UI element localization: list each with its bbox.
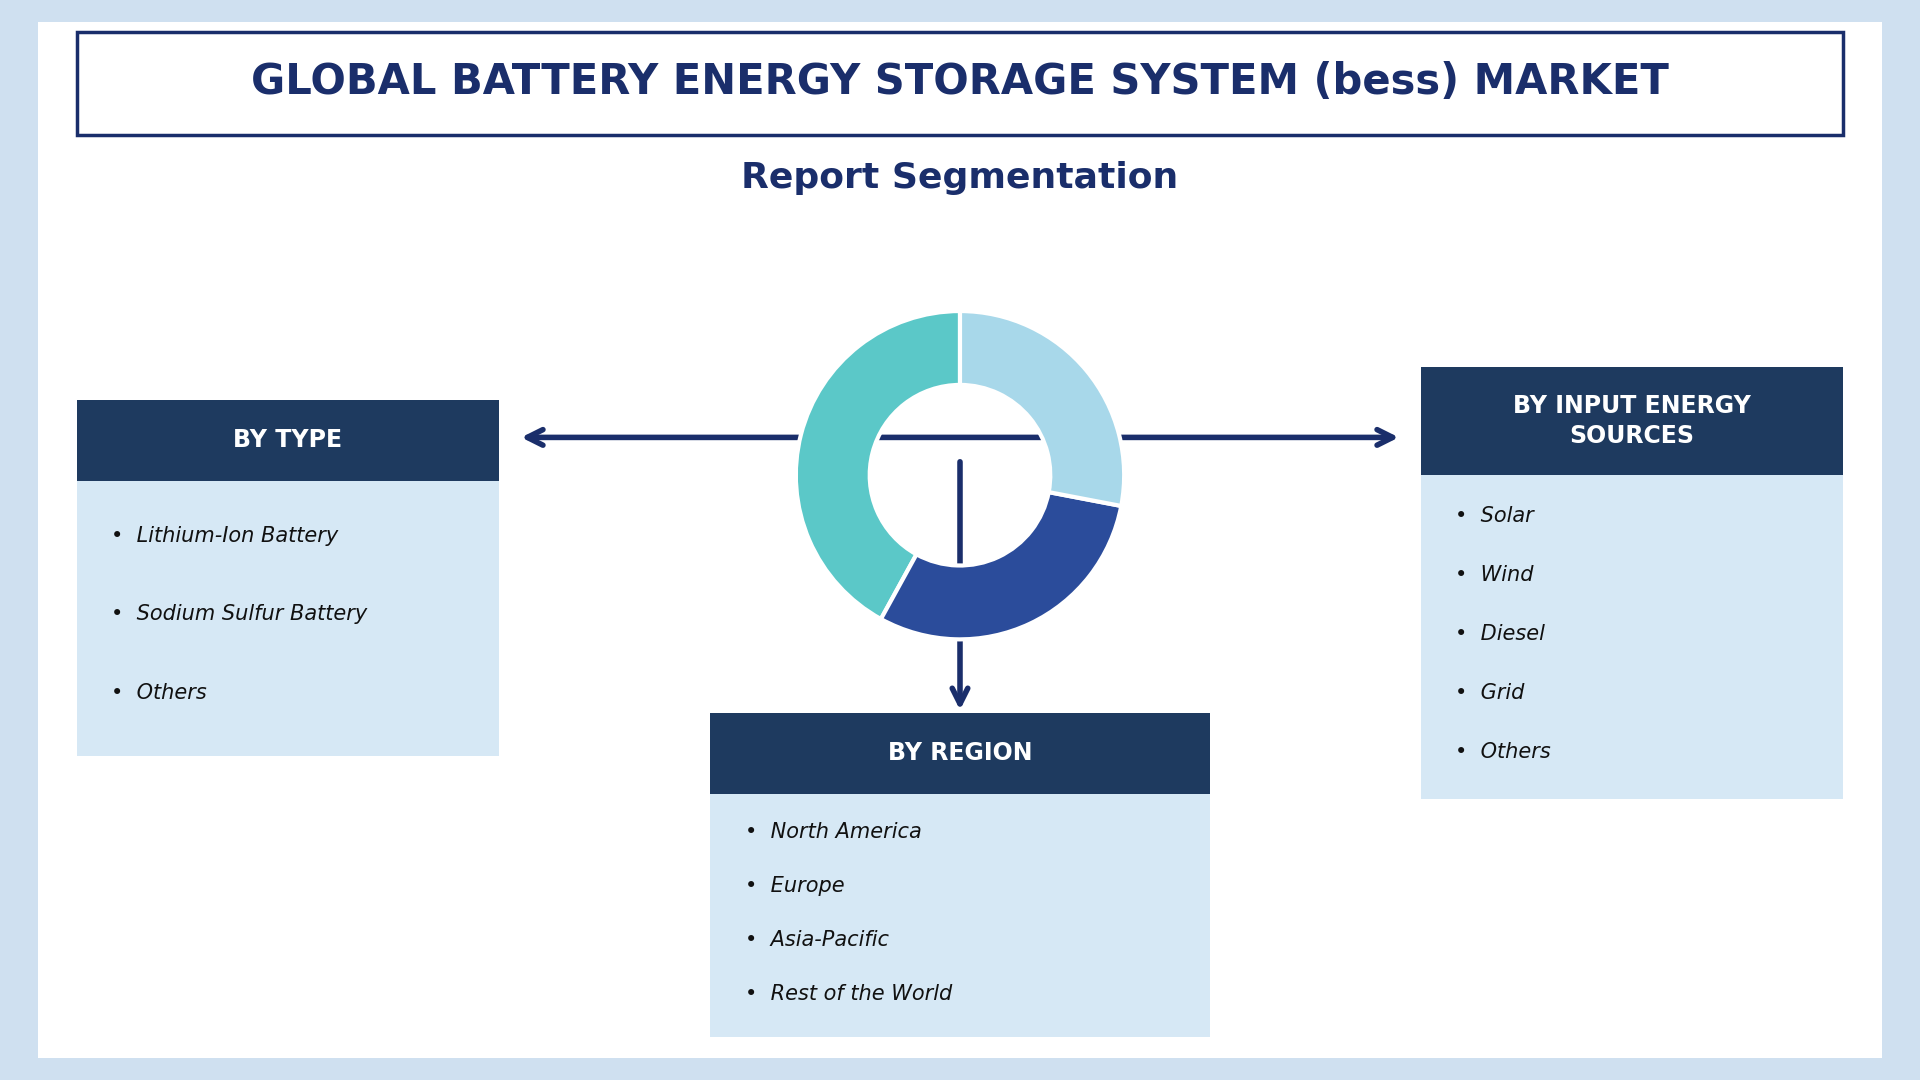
Text: •  Europe: • Europe [745, 876, 845, 895]
FancyBboxPatch shape [38, 22, 1882, 1058]
Text: •  Grid: • Grid [1455, 684, 1524, 703]
FancyBboxPatch shape [77, 32, 1843, 135]
FancyBboxPatch shape [77, 481, 499, 756]
FancyBboxPatch shape [710, 713, 1210, 794]
Text: Report Segmentation: Report Segmentation [741, 161, 1179, 195]
Text: •  Others: • Others [1455, 742, 1551, 762]
Text: GLOBAL BATTERY ENERGY STORAGE SYSTEM (bess) MARKET: GLOBAL BATTERY ENERGY STORAGE SYSTEM (be… [252, 62, 1668, 103]
Text: BY REGION: BY REGION [887, 741, 1033, 766]
Text: •  Diesel: • Diesel [1455, 624, 1546, 645]
Wedge shape [797, 311, 960, 619]
Text: •  Sodium Sulfur Battery: • Sodium Sulfur Battery [111, 605, 367, 624]
FancyBboxPatch shape [77, 400, 499, 481]
Text: •  Asia-Pacific: • Asia-Pacific [745, 930, 889, 949]
Text: BY INPUT ENERGY
SOURCES: BY INPUT ENERGY SOURCES [1513, 394, 1751, 448]
Wedge shape [960, 311, 1123, 505]
Text: •  Rest of the World: • Rest of the World [745, 984, 952, 1003]
Text: •  Wind: • Wind [1455, 565, 1534, 585]
Text: •  Lithium-Ion Battery: • Lithium-Ion Battery [111, 526, 338, 545]
Text: •  Solar: • Solar [1455, 507, 1534, 526]
Text: BY TYPE: BY TYPE [234, 428, 342, 453]
Wedge shape [881, 492, 1121, 639]
Text: •  Others: • Others [111, 683, 207, 703]
FancyBboxPatch shape [1421, 475, 1843, 799]
FancyBboxPatch shape [710, 794, 1210, 1037]
FancyBboxPatch shape [1421, 367, 1843, 475]
Text: •  North America: • North America [745, 822, 922, 841]
